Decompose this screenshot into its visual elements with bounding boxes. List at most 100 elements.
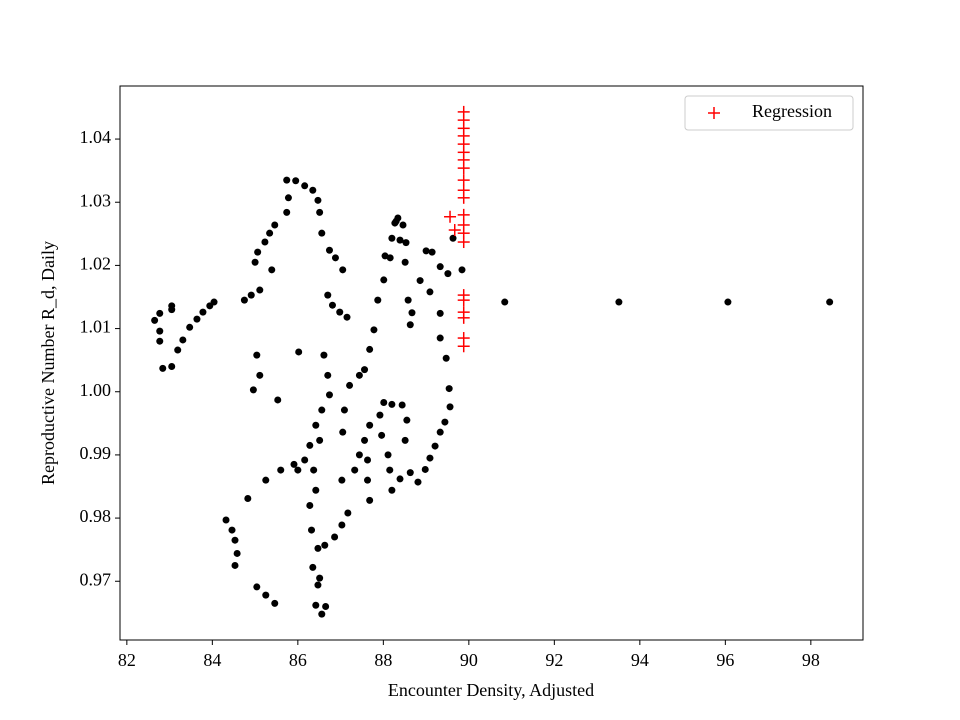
point bbox=[364, 456, 372, 464]
point bbox=[355, 451, 363, 459]
point bbox=[402, 239, 410, 247]
point bbox=[316, 208, 324, 216]
point bbox=[401, 436, 409, 444]
point bbox=[441, 418, 449, 426]
point bbox=[361, 436, 369, 444]
legend-box bbox=[684, 95, 854, 131]
point bbox=[436, 263, 444, 271]
point bbox=[151, 316, 159, 324]
y-tick-label: 1.02 bbox=[80, 254, 112, 274]
point bbox=[261, 238, 269, 246]
point bbox=[295, 348, 303, 356]
point bbox=[314, 544, 322, 552]
point bbox=[156, 327, 164, 335]
plus-marker bbox=[457, 311, 470, 324]
point bbox=[416, 277, 424, 285]
point bbox=[193, 315, 201, 323]
point bbox=[249, 386, 257, 394]
point bbox=[366, 496, 374, 504]
point bbox=[328, 301, 336, 309]
point bbox=[306, 441, 314, 449]
point bbox=[426, 454, 434, 462]
point bbox=[364, 476, 372, 484]
point bbox=[253, 351, 261, 359]
point bbox=[406, 321, 414, 329]
x-tick-label: 86 bbox=[289, 650, 307, 670]
point bbox=[199, 308, 207, 316]
point bbox=[318, 229, 326, 237]
point bbox=[228, 526, 236, 534]
y-tick-label: 0.97 bbox=[80, 569, 112, 589]
point bbox=[724, 298, 732, 306]
point bbox=[256, 371, 264, 379]
y-tick-label: 1.01 bbox=[80, 317, 112, 337]
plus-marker bbox=[457, 294, 470, 307]
point bbox=[290, 460, 298, 468]
point bbox=[268, 266, 276, 274]
point bbox=[426, 288, 434, 296]
point bbox=[428, 248, 436, 256]
point bbox=[156, 337, 164, 345]
plus-marker bbox=[457, 162, 470, 175]
x-tick-label: 82 bbox=[118, 650, 136, 670]
point bbox=[444, 270, 452, 278]
point bbox=[168, 362, 176, 370]
point bbox=[312, 601, 320, 609]
x-tick-label: 96 bbox=[716, 650, 734, 670]
point bbox=[339, 266, 347, 274]
point bbox=[378, 431, 386, 439]
point bbox=[309, 186, 317, 194]
point bbox=[398, 401, 406, 409]
point bbox=[320, 351, 328, 359]
point bbox=[179, 336, 187, 344]
point bbox=[233, 549, 241, 557]
point bbox=[396, 475, 404, 483]
point bbox=[399, 221, 407, 229]
point bbox=[404, 296, 412, 304]
y-tick-label: 1.03 bbox=[80, 190, 112, 210]
point bbox=[325, 391, 333, 399]
plus-marker bbox=[457, 236, 470, 249]
y-axis-label: Reproductive Number R_d, Daily bbox=[38, 241, 58, 485]
point bbox=[421, 465, 429, 473]
plus-marker bbox=[444, 210, 457, 223]
point bbox=[355, 371, 363, 379]
point bbox=[449, 234, 457, 242]
point bbox=[361, 366, 369, 374]
point bbox=[436, 428, 444, 436]
point bbox=[380, 276, 388, 284]
point bbox=[615, 298, 623, 306]
x-tick-label: 90 bbox=[460, 650, 478, 670]
point bbox=[316, 436, 324, 444]
y-tick-label: 0.99 bbox=[80, 443, 112, 463]
point bbox=[256, 286, 264, 294]
plot-frame bbox=[119, 85, 864, 641]
point bbox=[396, 236, 404, 244]
point bbox=[312, 421, 320, 429]
plus-marker bbox=[457, 191, 470, 204]
point bbox=[310, 466, 318, 474]
x-axis-label: Encounter Density, Adjusted bbox=[388, 680, 594, 700]
point bbox=[316, 574, 324, 582]
point bbox=[431, 442, 439, 450]
point bbox=[222, 516, 230, 524]
point bbox=[253, 583, 261, 591]
point bbox=[283, 176, 291, 184]
point bbox=[271, 599, 279, 607]
point bbox=[388, 486, 396, 494]
plus-marker bbox=[708, 107, 720, 119]
point bbox=[388, 400, 396, 408]
point bbox=[274, 396, 282, 404]
point bbox=[446, 403, 454, 411]
point bbox=[366, 345, 374, 353]
point bbox=[403, 416, 411, 424]
point bbox=[336, 308, 344, 316]
point bbox=[388, 234, 396, 242]
point bbox=[240, 296, 248, 304]
point bbox=[374, 296, 382, 304]
point bbox=[174, 346, 182, 354]
x-tick-label: 94 bbox=[631, 650, 649, 670]
point bbox=[322, 603, 330, 611]
point bbox=[318, 406, 326, 414]
point bbox=[376, 411, 384, 419]
